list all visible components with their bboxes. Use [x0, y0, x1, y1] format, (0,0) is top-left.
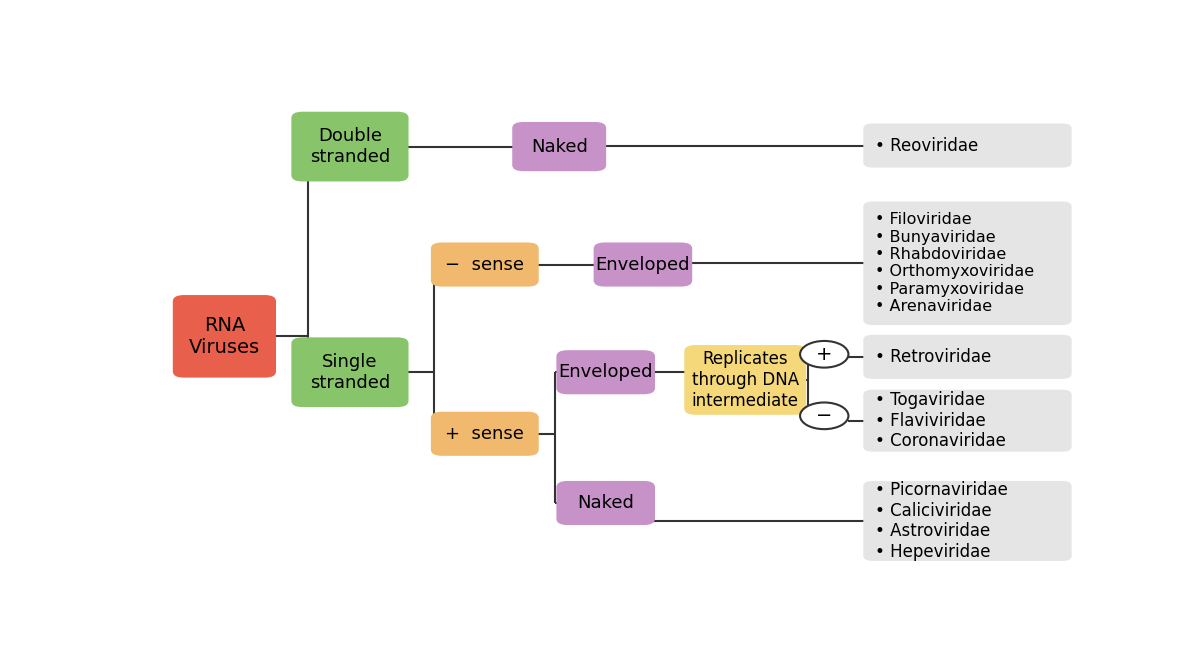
Text: • Retroviridae: • Retroviridae — [876, 348, 991, 366]
FancyBboxPatch shape — [173, 295, 276, 378]
Text: Enveloped: Enveloped — [595, 256, 690, 274]
FancyBboxPatch shape — [863, 335, 1072, 379]
Text: Double
stranded: Double stranded — [310, 127, 390, 166]
Text: Enveloped: Enveloped — [558, 363, 653, 381]
Circle shape — [800, 341, 848, 368]
FancyBboxPatch shape — [594, 242, 692, 286]
Text: • Reoviridae: • Reoviridae — [876, 137, 979, 155]
FancyBboxPatch shape — [292, 112, 408, 181]
FancyBboxPatch shape — [557, 481, 655, 525]
Text: Naked: Naked — [577, 494, 634, 512]
FancyBboxPatch shape — [863, 481, 1072, 561]
Text: +  sense: + sense — [445, 425, 524, 443]
FancyBboxPatch shape — [431, 412, 539, 456]
Text: Single
stranded: Single stranded — [310, 353, 390, 392]
Text: • Togaviridae
• Flaviviridae
• Coronaviridae: • Togaviridae • Flaviviridae • Coronavir… — [876, 391, 1007, 450]
FancyBboxPatch shape — [863, 390, 1072, 452]
Text: • Filoviridae
• Bunyaviridae
• Rhabdoviridae
• Orthomyxoviridae
• Paramyxovirida: • Filoviridae • Bunyaviridae • Rhabdovir… — [876, 212, 1034, 314]
Text: −: − — [816, 406, 833, 426]
Text: Naked: Naked — [530, 138, 588, 156]
Text: +: + — [816, 345, 833, 364]
FancyBboxPatch shape — [684, 345, 806, 415]
FancyBboxPatch shape — [863, 201, 1072, 325]
FancyBboxPatch shape — [863, 123, 1072, 168]
FancyBboxPatch shape — [557, 350, 655, 394]
Text: Replicates
through DNA
intermediate: Replicates through DNA intermediate — [691, 350, 799, 410]
Text: −  sense: − sense — [445, 256, 524, 274]
FancyBboxPatch shape — [512, 122, 606, 171]
Text: • Picornaviridae
• Caliciviridae
• Astroviridae
• Hepeviridae: • Picornaviridae • Caliciviridae • Astro… — [876, 481, 1008, 561]
FancyBboxPatch shape — [292, 338, 408, 407]
Circle shape — [800, 402, 848, 429]
Text: RNA
Viruses: RNA Viruses — [188, 316, 260, 357]
FancyBboxPatch shape — [431, 242, 539, 286]
